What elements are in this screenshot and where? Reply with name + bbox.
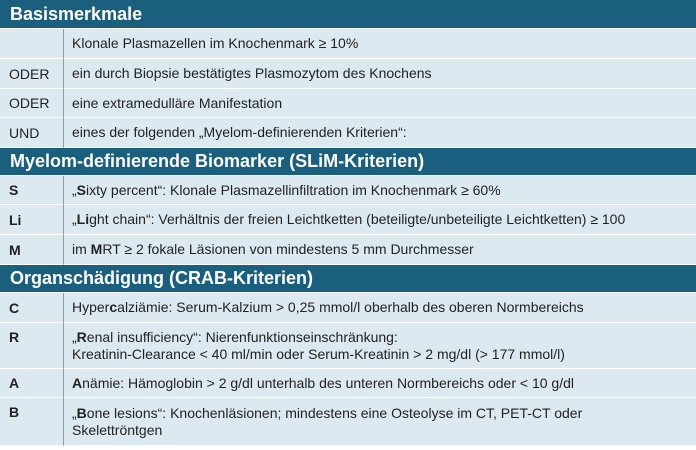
row-text: „Light chain“: Verhältnis der freien Lei…: [64, 205, 696, 235]
row-text: „Renal insufficiency“: Nierenfunktionsei…: [64, 323, 696, 369]
row-text: eine extramedulläre Manifestation: [64, 89, 696, 118]
section-header-slim: Myelom-definierende Biomarker (SLiM-Krit…: [0, 148, 696, 176]
section-title: Basismerkmale: [0, 0, 696, 29]
table-row: A Anämie: Hämoglobin > 2 g/dl unterhalb …: [0, 369, 696, 398]
row-text: Anämie: Hämoglobin > 2 g/dl unterhalb de…: [64, 369, 696, 398]
row-key: A: [0, 369, 64, 398]
row-text: eines der folgenden „Myelom-definierende…: [64, 118, 696, 148]
row-key: ODER: [0, 89, 64, 118]
section-title: Organschädigung (CRAB-Kriterien): [0, 265, 696, 293]
table-row: ODER ein durch Biopsie bestätigtes Plasm…: [0, 59, 696, 89]
table-row: C Hypercalziämie: Serum-Kalzium > 0,25 m…: [0, 293, 696, 323]
row-key: M: [0, 235, 64, 265]
row-key: ODER: [0, 59, 64, 89]
row-text: „Sixty percent“: Klonale Plasmazellinfil…: [64, 176, 696, 205]
row-text: Klonale Plasmazellen im Knochenmark ≥ 10…: [64, 29, 696, 59]
table-row: Klonale Plasmazellen im Knochenmark ≥ 10…: [0, 29, 696, 59]
table-row: S „Sixty percent“: Klonale Plasmazellinf…: [0, 176, 696, 205]
section-title: Myelom-definierende Biomarker (SLiM-Krit…: [0, 148, 696, 176]
row-key: B: [0, 398, 64, 446]
row-key: C: [0, 293, 64, 323]
row-text: ein durch Biopsie bestätigtes Plasmozyto…: [64, 59, 696, 89]
table-row: ODER eine extramedulläre Manifestation: [0, 89, 696, 118]
table-row: B „Bone lesions“: Knochenläsionen; minde…: [0, 398, 696, 446]
table-row: UND eines der folgenden „Myelom-definier…: [0, 118, 696, 148]
row-key: Li: [0, 205, 64, 235]
section-header-crab: Organschädigung (CRAB-Kriterien): [0, 265, 696, 293]
row-text: Hypercalziämie: Serum-Kalzium > 0,25 mmo…: [64, 293, 696, 323]
row-key: S: [0, 176, 64, 205]
table-row: Li „Light chain“: Verhältnis der freien …: [0, 205, 696, 235]
row-text: „Bone lesions“: Knochenläsionen; mindest…: [64, 398, 696, 446]
table-row: M im MRT ≥ 2 fokale Läsionen von mindest…: [0, 235, 696, 265]
row-text: im MRT ≥ 2 fokale Läsionen von mindesten…: [64, 235, 696, 265]
row-key: UND: [0, 118, 64, 148]
row-key: [0, 29, 64, 59]
row-key: R: [0, 323, 64, 369]
table-row: R „Renal insufficiency“: Nierenfunktions…: [0, 323, 696, 369]
section-header-basis: Basismerkmale: [0, 0, 696, 29]
